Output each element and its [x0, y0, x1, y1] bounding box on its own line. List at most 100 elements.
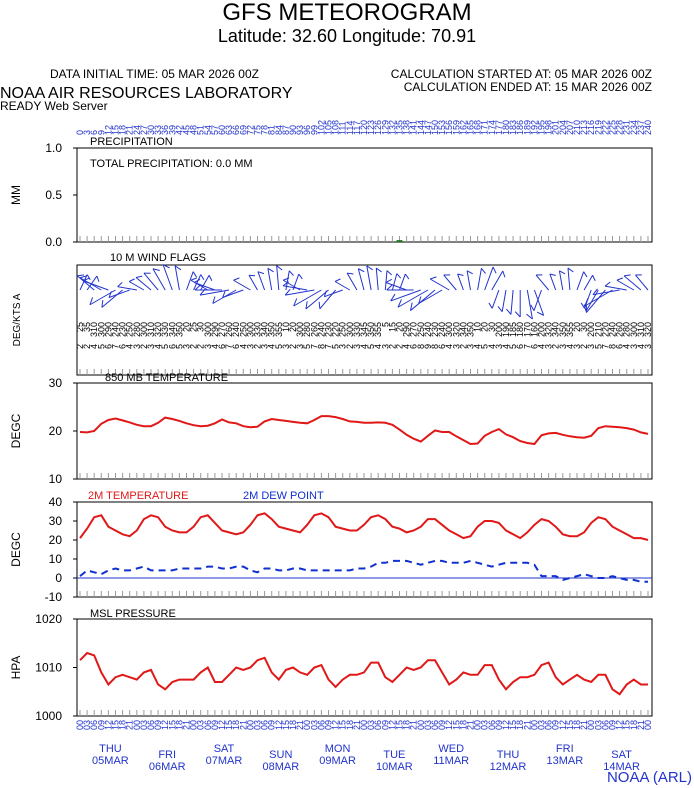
wind-barb — [200, 274, 205, 281]
wind-barb — [358, 268, 365, 273]
hour-label: 90 — [288, 125, 298, 135]
hour-label: 81 — [267, 125, 277, 135]
wind-flag — [324, 289, 343, 298]
time-label: 18 — [515, 720, 525, 730]
time-label: 12 — [331, 720, 341, 730]
wind-speed: 2 — [387, 344, 397, 349]
wind-flag — [491, 289, 500, 309]
hour-label: 234 — [629, 120, 639, 135]
wind-barb — [288, 270, 294, 276]
wind-flag — [248, 275, 258, 291]
wind-flag — [623, 275, 642, 291]
hour-label: 132 — [387, 120, 397, 135]
wind-flag — [135, 277, 152, 291]
wind-barb — [86, 274, 91, 281]
wind-barb — [592, 275, 596, 281]
wind-direction: 280 — [132, 322, 142, 337]
wind-speed: 6 — [103, 344, 113, 349]
wind-flag — [319, 289, 336, 310]
wind-speed: 4 — [153, 344, 163, 349]
wind-barb — [162, 264, 170, 269]
wind-speed: 3 — [494, 344, 504, 349]
wind-speed: 3 — [203, 344, 213, 349]
day-name: WED — [438, 743, 464, 755]
day-name: SAT — [214, 743, 235, 755]
wind-barb — [429, 276, 437, 280]
wind-flag — [101, 289, 123, 308]
wind-speed: 2 — [345, 344, 355, 349]
wind-direction: 310 — [146, 322, 156, 337]
wind-barb — [212, 296, 216, 304]
server: READY Web Server — [0, 99, 108, 113]
wind-direction: 260 — [615, 322, 625, 337]
hour-label: 201 — [551, 120, 561, 135]
wind-flag — [346, 272, 358, 291]
wind-speed: 7 — [522, 344, 532, 349]
wind-barb — [549, 273, 556, 276]
time-label: 00 — [416, 720, 426, 730]
day-date: 14MAR — [603, 761, 640, 773]
time-label: 15 — [622, 720, 632, 730]
hour-label: 144 — [416, 120, 426, 135]
wind-flag — [484, 266, 494, 291]
hour-label: 45 — [182, 125, 192, 135]
time-label: 03 — [82, 720, 92, 730]
y-tick-label: 1010 — [35, 661, 62, 675]
wind-flag — [418, 289, 443, 304]
hour-label: 141 — [409, 120, 419, 135]
hour-label: 21 — [125, 125, 135, 135]
wind-speed: 4 — [359, 344, 369, 349]
wind-speed: 5 — [480, 344, 490, 349]
time-label: 15 — [565, 720, 575, 730]
wind-speed: 2 — [551, 344, 561, 349]
wind-speed: 3 — [146, 344, 156, 349]
wind-direction: 300 — [139, 322, 149, 337]
wind-direction: 300 — [203, 322, 213, 337]
wind-flag — [117, 286, 137, 291]
wind-direction: 180 — [515, 322, 525, 337]
wind-speed: 7 — [309, 344, 319, 349]
hour-label: 66 — [231, 125, 241, 135]
time-label: 00 — [473, 720, 483, 730]
wind-barb — [117, 281, 123, 287]
wind-speed: 4 — [487, 344, 497, 349]
y-tick-label: 1.0 — [45, 141, 62, 155]
wind-speed: 4 — [267, 344, 277, 349]
y-tick-label: 40 — [49, 495, 63, 509]
day-date: 05MAR — [92, 755, 129, 767]
wind-direction: 250 — [338, 322, 348, 337]
wind-speed: 4 — [565, 344, 575, 349]
wind-speed: 5 — [331, 344, 341, 349]
wind-direction: 160 — [529, 322, 539, 337]
subtitle: Latitude: 32.60 Longitude: 70.91 — [218, 26, 476, 46]
time-label: 00 — [245, 720, 255, 730]
hour-label: 216 — [586, 120, 596, 135]
time-label: 18 — [174, 720, 184, 730]
day-name: MON — [325, 743, 351, 755]
y-tick-label: 20 — [49, 533, 63, 547]
time-label: 06 — [600, 720, 610, 730]
wind-flag — [526, 289, 533, 320]
wind-speed: 5 — [274, 344, 284, 349]
wind-direction: 330 — [253, 322, 263, 337]
wind-barb — [492, 266, 497, 274]
wind-direction: 35 — [82, 322, 92, 332]
wind-direction: 25 — [75, 322, 85, 332]
wind-barb — [514, 311, 521, 318]
time-label: 00 — [643, 720, 653, 730]
hour-label: 153 — [437, 120, 447, 135]
wind-direction: 300 — [245, 322, 255, 337]
wind-barb — [152, 268, 160, 272]
hour-label: 27 — [139, 125, 149, 135]
time-label: 21 — [295, 720, 305, 730]
wind-speed: 6 — [167, 344, 177, 349]
hour-label: 228 — [615, 120, 625, 135]
time-label: 03 — [480, 720, 490, 730]
wind-speed: 3 — [245, 344, 255, 349]
day-date: 08MAR — [262, 761, 299, 773]
wind-direction: 355 — [274, 322, 284, 337]
wind-direction: 220 — [331, 322, 341, 337]
wind-speed: 5 — [366, 344, 376, 349]
wind-direction: 20 — [182, 322, 192, 332]
